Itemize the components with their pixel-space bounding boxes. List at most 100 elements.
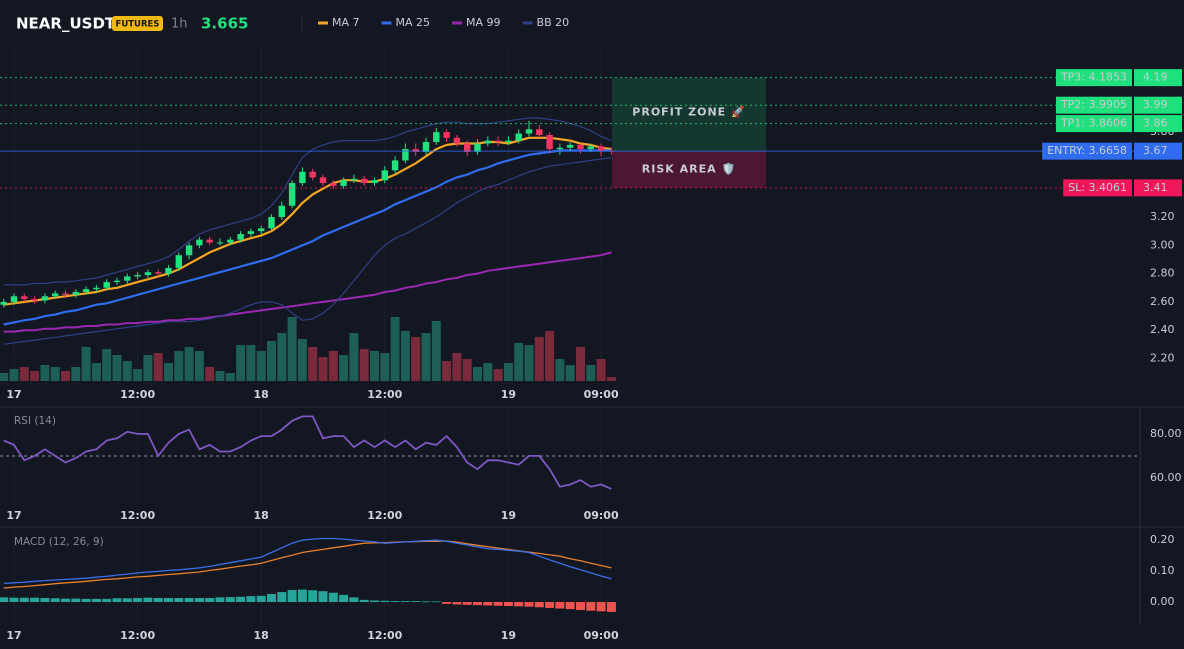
histogram-bar: [380, 600, 390, 603]
histogram-bar: [174, 597, 184, 603]
legend-label: MA 25: [396, 16, 431, 29]
candle-body: [422, 142, 430, 152]
x-tick-label: 09:00: [584, 388, 619, 401]
volume-bar: [225, 373, 235, 381]
histogram-bar: [411, 601, 421, 603]
histogram-bar: [555, 602, 565, 609]
level-label: SL: 3.4061: [1068, 181, 1127, 194]
histogram-bar: [473, 602, 482, 606]
x-tick-label: 19: [501, 509, 516, 522]
x-tick-label: 12:00: [367, 388, 402, 401]
candle-body: [402, 149, 409, 161]
candle-body: [155, 272, 162, 274]
histogram-bar: [61, 598, 70, 603]
candle-body: [505, 140, 512, 143]
y-tick-label: 0.10: [1150, 564, 1175, 577]
price-label-bg: [1134, 96, 1182, 114]
candle-body: [227, 239, 234, 243]
volume-bar: [19, 367, 29, 381]
candle-body: [484, 140, 491, 144]
candle-body: [361, 178, 368, 184]
interval[interactable]: 1h: [171, 17, 188, 32]
volume-bar: [143, 355, 153, 381]
volume-bar: [297, 339, 307, 381]
histogram-bar: [194, 597, 204, 603]
level-label: ENTRY: 3.6658: [1047, 144, 1127, 157]
candle-body: [556, 147, 564, 150]
legend-label: MA 99: [466, 16, 501, 29]
histogram-bar: [184, 597, 194, 603]
volume-bar: [442, 361, 452, 381]
histogram-bar: [225, 597, 235, 603]
candle-body: [31, 299, 38, 301]
zone: [612, 77, 766, 152]
candle-body: [587, 146, 594, 150]
histogram-bar: [565, 602, 575, 610]
histogram-bar: [390, 601, 400, 603]
histogram-bar: [359, 599, 369, 603]
histogram-bar: [112, 598, 122, 603]
histogram-bar: [400, 601, 410, 603]
signal-line: [3, 540, 612, 589]
histogram-bar: [102, 598, 112, 603]
volume-bar: [174, 351, 184, 381]
histogram-bar: [143, 597, 153, 603]
histogram-bar: [71, 598, 81, 603]
volume-bar: [184, 347, 194, 381]
histogram-bar: [452, 602, 462, 605]
candle-body: [10, 296, 18, 302]
candle-body: [381, 170, 388, 181]
pane-title: RSI (14): [14, 415, 56, 427]
pane-title: MACD (12, 26, 9): [14, 536, 104, 548]
histogram-bar: [503, 602, 513, 607]
level-label-bg: [1042, 142, 1132, 160]
histogram-bar: [442, 602, 452, 604]
price-label-bg: [1134, 179, 1182, 197]
histogram-bar: [349, 597, 359, 603]
y-tick-label: 2.40: [1150, 323, 1175, 336]
volume-bar: [236, 345, 246, 381]
y-tick-label: 2.20: [1150, 351, 1175, 364]
histogram-bar: [19, 597, 29, 603]
price-label-bg: [1134, 115, 1182, 133]
volume-bar: [164, 363, 173, 381]
histogram-bar: [462, 602, 472, 605]
histogram-bar: [606, 602, 616, 612]
histogram-bar: [328, 592, 338, 603]
y-tick-label: 3.20: [1150, 210, 1175, 223]
price-label: 4.19: [1143, 71, 1168, 84]
volume-bar: [71, 367, 81, 381]
last-price: 3.665: [201, 15, 248, 33]
histogram-bar: [277, 592, 287, 603]
candle-body: [309, 171, 316, 178]
ma-line: [3, 136, 612, 306]
histogram-bar: [9, 597, 19, 603]
volume-bar: [153, 353, 163, 381]
candle-body: [464, 143, 471, 152]
volume-bar: [462, 359, 472, 381]
volume-bar: [50, 367, 60, 381]
volume-bar: [194, 351, 204, 381]
level-label: TP3: 4.1853: [1060, 71, 1127, 84]
histogram-bar: [246, 596, 256, 603]
volume-bar: [359, 349, 369, 381]
volume-bar: [91, 363, 101, 381]
histogram-bar: [483, 602, 493, 606]
histogram-bar: [40, 597, 50, 603]
volume-bar: [534, 337, 544, 381]
volume-bar: [596, 359, 606, 381]
x-tick-label: 12:00: [120, 629, 155, 642]
histogram-bar: [267, 593, 276, 603]
candle-body: [258, 228, 265, 232]
histogram-bar: [493, 602, 503, 606]
volume-bar: [40, 365, 50, 381]
volume-bar: [411, 337, 421, 381]
macd-line: [3, 537, 612, 585]
histogram-bar: [308, 590, 318, 603]
volume-bar: [380, 353, 390, 381]
histogram-bar: [205, 597, 215, 603]
level: TP3: 4.1853 4.19: [0, 69, 1182, 87]
candle-body: [278, 205, 285, 218]
volume-bar: [205, 367, 215, 381]
x-tick-label: 18: [254, 629, 269, 642]
